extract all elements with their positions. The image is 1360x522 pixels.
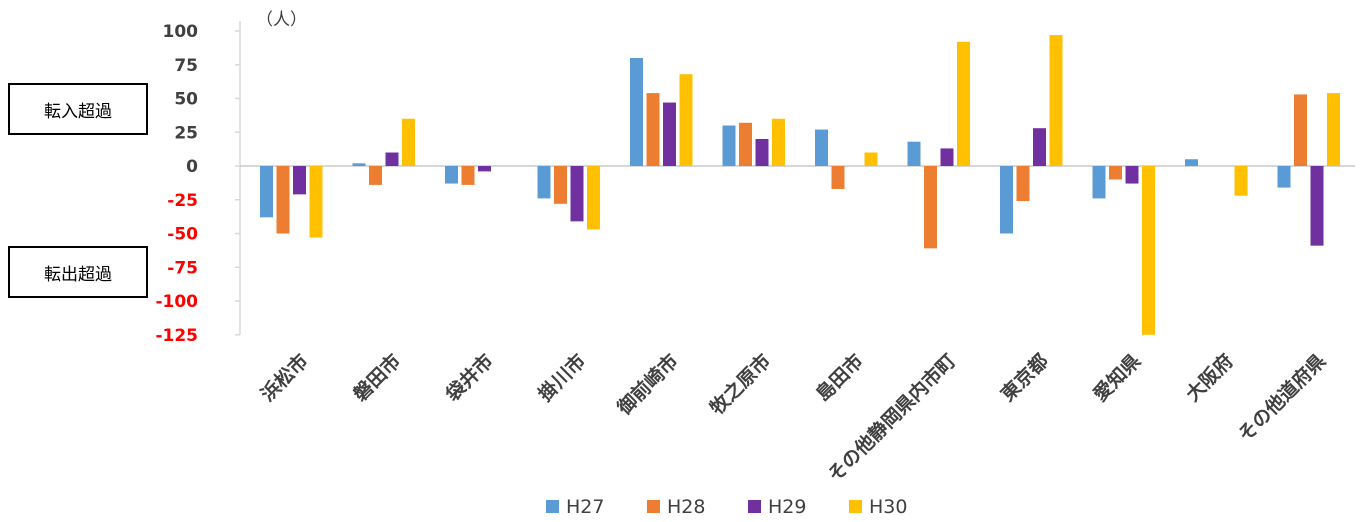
- y-tick-label: -100: [155, 292, 198, 312]
- legend-label: H27: [566, 496, 604, 518]
- legend: H27 H28 H29 H30: [546, 496, 907, 518]
- x-tick-label: 磐田市: [349, 349, 406, 406]
- bar-h28: [554, 166, 567, 204]
- transfer-out-box: 転出超過: [8, 246, 148, 298]
- bar-h30: [587, 166, 600, 230]
- x-tick-label: 掛川市: [534, 349, 591, 406]
- x-tick-label: 浜松市: [256, 349, 313, 406]
- x-tick-label: 御前崎市: [612, 349, 683, 420]
- bar-h29: [663, 102, 676, 166]
- bar-h28: [276, 166, 290, 234]
- transfer-in-label: 転入超過: [44, 101, 112, 122]
- legend-swatch-h29: [748, 500, 761, 513]
- bar-h28: [646, 93, 660, 166]
- bar-h30: [679, 74, 693, 166]
- legend-label: H30: [869, 496, 907, 518]
- bars: [260, 35, 1340, 335]
- x-tick-label: 東京都: [996, 349, 1053, 406]
- transfer-in-box: 転入超過: [8, 83, 148, 135]
- bar-h29: [940, 148, 954, 166]
- legend-label: H28: [667, 496, 705, 518]
- bar-h27: [1185, 159, 1198, 166]
- bar-h30: [1142, 166, 1155, 335]
- y-tick-label: 75: [174, 56, 198, 76]
- bar-h28: [461, 166, 475, 185]
- bar-h29: [385, 152, 399, 166]
- bar-h27: [445, 166, 458, 184]
- bar-h29: [570, 166, 584, 222]
- bar-h28: [924, 166, 937, 249]
- y-tick-label: -50: [167, 225, 198, 245]
- bar-h28: [1016, 166, 1030, 202]
- bar-h28: [739, 122, 752, 166]
- bar-h29: [1310, 166, 1324, 246]
- x-tick-label: その他道府県: [1233, 349, 1330, 446]
- x-tick-label: 愛知県: [1089, 349, 1146, 406]
- bar-h27: [722, 125, 736, 166]
- legend-label: H29: [768, 496, 806, 518]
- bar-h27: [1092, 166, 1106, 199]
- bar-h30: [772, 118, 785, 166]
- unit-label: （人）: [256, 10, 307, 30]
- bar-h28: [369, 166, 382, 185]
- bar-h29: [478, 166, 491, 172]
- bar-h28: [831, 166, 845, 189]
- y-axis: 100 75 50 25 0 -25 -50 -75 -100 -125: [155, 21, 1355, 346]
- bar-h27: [537, 166, 551, 199]
- bar-h27: [352, 163, 366, 166]
- bar-h30: [1327, 93, 1340, 166]
- transfer-out-label: 転出超過: [44, 264, 112, 285]
- bar-h29: [293, 166, 306, 195]
- y-tick-label: 25: [174, 123, 198, 143]
- x-tick-label: 袋井市: [440, 349, 497, 406]
- bar-h30: [402, 118, 415, 166]
- x-tick-label: 大阪府: [1181, 349, 1238, 406]
- bar-h30: [1049, 35, 1063, 166]
- bar-h27: [1000, 166, 1013, 234]
- bar-h30: [1234, 166, 1248, 196]
- bar-h29: [1033, 128, 1046, 166]
- bar-h27: [907, 141, 921, 166]
- y-tick-label: 0: [186, 157, 198, 177]
- bar-h28: [1294, 94, 1307, 166]
- y-tick-label: 50: [174, 90, 198, 110]
- bar-h29: [755, 139, 769, 166]
- bar-h27: [1277, 166, 1291, 188]
- legend-swatch-h27: [546, 500, 559, 513]
- bar-h30: [864, 152, 878, 166]
- legend-swatch-h30: [849, 500, 862, 513]
- bar-h28: [1109, 166, 1122, 180]
- y-tick-label: -75: [167, 258, 198, 278]
- x-tick-label: 牧之原市: [705, 349, 775, 419]
- bar-h30: [957, 41, 970, 166]
- x-tick-label: 島田市: [811, 349, 868, 406]
- bar-h27: [630, 58, 643, 166]
- bar-h29: [1125, 166, 1139, 184]
- legend-swatch-h28: [647, 500, 660, 513]
- y-tick-label: -25: [167, 191, 198, 211]
- y-tick-label: -125: [155, 326, 198, 346]
- bar-h30: [309, 166, 323, 238]
- y-tick-label: 100: [163, 22, 199, 42]
- bar-h27: [260, 166, 273, 218]
- bar-h27: [815, 129, 828, 166]
